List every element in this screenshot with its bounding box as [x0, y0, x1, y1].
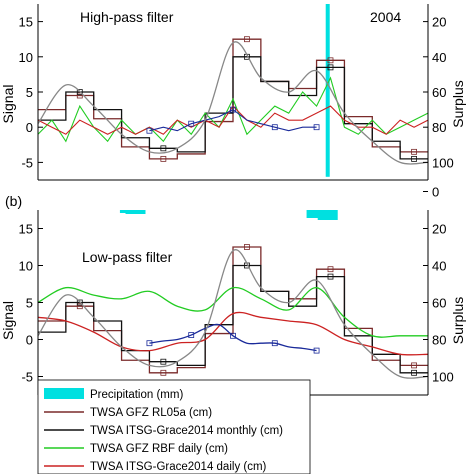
- series-marker: [313, 124, 320, 131]
- y-tick-label: 10: [19, 259, 33, 274]
- series-marker: [271, 340, 278, 347]
- panel-annotation: 2004: [370, 9, 401, 25]
- series-marker: [244, 36, 250, 43]
- series-marker: [411, 369, 417, 376]
- series-line-twsa-itsg-grace2014-daily-cm-: [38, 311, 428, 356]
- y-axis-label: Signal: [0, 301, 16, 340]
- series-line-unlabeled-4: [149, 108, 317, 132]
- series-marker: [160, 369, 167, 376]
- panel-label: (b): [5, 193, 22, 209]
- precipitation-bars: [119, 210, 338, 220]
- legend: Precipitation (mm) TWSA GFZ RL05a (cm) TWS…: [37, 379, 311, 474]
- legend-label: TWSA ITSG-Grace2014 daily (cm): [90, 461, 267, 473]
- series-marker: [188, 332, 195, 338]
- series-marker: [160, 145, 167, 152]
- y-tick-label: -5: [21, 155, 33, 170]
- y2-tick-label: 40: [432, 259, 446, 274]
- legend-label: TWSA GFZ RL05a (cm): [90, 407, 212, 419]
- y2-tick-label: 100: [432, 155, 454, 170]
- series-marker: [327, 266, 334, 273]
- y2-tick-label: 80: [432, 333, 446, 348]
- series-line-twsa-itsg-grace2014-daily-cm-: [38, 105, 428, 135]
- series-marker: [76, 303, 83, 310]
- series-group: [38, 36, 428, 165]
- precipitation-bar: [325, 4, 330, 177]
- legend-label: TWSA ITSG-Grace2014 monthly (cm): [90, 425, 283, 437]
- series-line-twsa-gfz-rbf-daily-cm-: [38, 76, 428, 143]
- y-axis-label: Signal: [0, 85, 16, 124]
- series-marker: [188, 120, 195, 127]
- y2-axis-label: Surplus: [450, 297, 466, 344]
- y2-tick-label: 40: [432, 50, 446, 65]
- series-marker: [411, 362, 417, 369]
- y-tick-label: 15: [19, 15, 33, 30]
- y2-tick-label: 20: [432, 15, 446, 30]
- legend-swatch: [44, 388, 84, 399]
- series-marker: [313, 347, 320, 354]
- series-marker: [327, 57, 334, 64]
- series-line-twsa-itsg-grace2014-monthly-cm-: [38, 56, 428, 160]
- series-marker: [76, 89, 83, 95]
- y2-tick-label: 20: [432, 222, 446, 237]
- y-tick-label: 0: [26, 120, 33, 135]
- series-line-unlabeled-5: [38, 249, 428, 379]
- series-marker: [76, 92, 83, 99]
- series-marker: [146, 127, 153, 134]
- series-marker: [411, 148, 417, 155]
- y-tick-label: -5: [21, 370, 33, 385]
- y-tick-label: 0: [26, 333, 33, 348]
- series-marker: [230, 332, 236, 339]
- series-marker: [160, 155, 167, 162]
- legend-label: Precipitation (mm): [90, 389, 183, 401]
- series-marker: [244, 244, 250, 250]
- y2-tick-label: 60: [432, 296, 446, 311]
- series-marker: [411, 155, 417, 162]
- series-marker: [327, 273, 334, 280]
- y-tick-label: 15: [19, 222, 33, 237]
- precipitation-bar: [125, 210, 146, 214]
- legend-label: TWSA GFZ RBF daily (cm): [90, 443, 228, 455]
- series-line-twsa-gfz-rbf-daily-cm-: [38, 286, 428, 338]
- y2-tick-label: 0: [432, 185, 439, 200]
- panel-title: Low-pass filter: [82, 249, 173, 265]
- panel-a-high-pass: -5 0 5 10 15 20 40 60 80 100 Signal Surplus High-pas…: [0, 4, 466, 181]
- series-marker: [271, 124, 278, 131]
- y-tick-label: 10: [19, 50, 33, 65]
- y-tick-label: 5: [26, 85, 33, 100]
- y2-axis-label: Surplus: [450, 80, 466, 127]
- y2-tick-label: 100: [432, 370, 454, 385]
- series-marker: [327, 64, 334, 71]
- precipitation-bar: [317, 210, 338, 220]
- y2-tick-label: 80: [432, 120, 446, 135]
- y-tick-label: 5: [26, 296, 33, 311]
- panel-b-low-pass: -5 0 5 10 15 0 20 40 60 80 100 Signal Surplus Low-pas…: [0, 185, 466, 396]
- y2-tick-label: 60: [432, 85, 446, 100]
- series-line-unlabeled-5: [38, 41, 428, 165]
- series-marker: [230, 106, 236, 113]
- series-line-unlabeled-4: [149, 323, 317, 352]
- series-group: [38, 244, 428, 379]
- precipitation-bar: [306, 210, 327, 218]
- panel-title: High-pass filter: [80, 9, 174, 25]
- series-marker: [160, 358, 167, 365]
- series-marker: [146, 340, 153, 347]
- precipitation-bars: [325, 4, 330, 177]
- series-line-twsa-itsg-grace2014-monthly-cm-: [38, 264, 428, 374]
- series-marker: [76, 299, 83, 306]
